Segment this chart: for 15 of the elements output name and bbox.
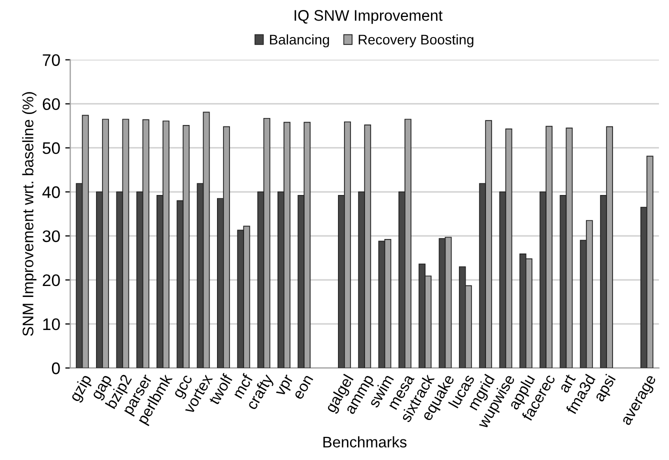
y-axis-title: SNM Improvement wrt. baseline (%) xyxy=(22,92,36,336)
y-tick-label: 40 xyxy=(42,186,60,198)
legend-label: Balancing xyxy=(270,34,329,48)
y-tick-label: 30 xyxy=(42,230,60,242)
y-tick-label: 60 xyxy=(42,98,60,110)
legend-label: Recovery Boosting xyxy=(358,34,474,48)
y-tick-label: 50 xyxy=(42,142,60,154)
y-tick-label: 10 xyxy=(43,318,60,330)
chart-title: IQ SNW Improvement xyxy=(294,10,443,24)
y-tick-label: 70 xyxy=(42,54,60,66)
y-tick-label: 20 xyxy=(42,274,60,286)
x-tick-label: vpr xyxy=(276,374,296,398)
x-tick-label: eon xyxy=(294,375,314,400)
y-tick-label: 0 xyxy=(52,362,60,374)
x-axis-title: Benchmarks xyxy=(323,436,407,448)
